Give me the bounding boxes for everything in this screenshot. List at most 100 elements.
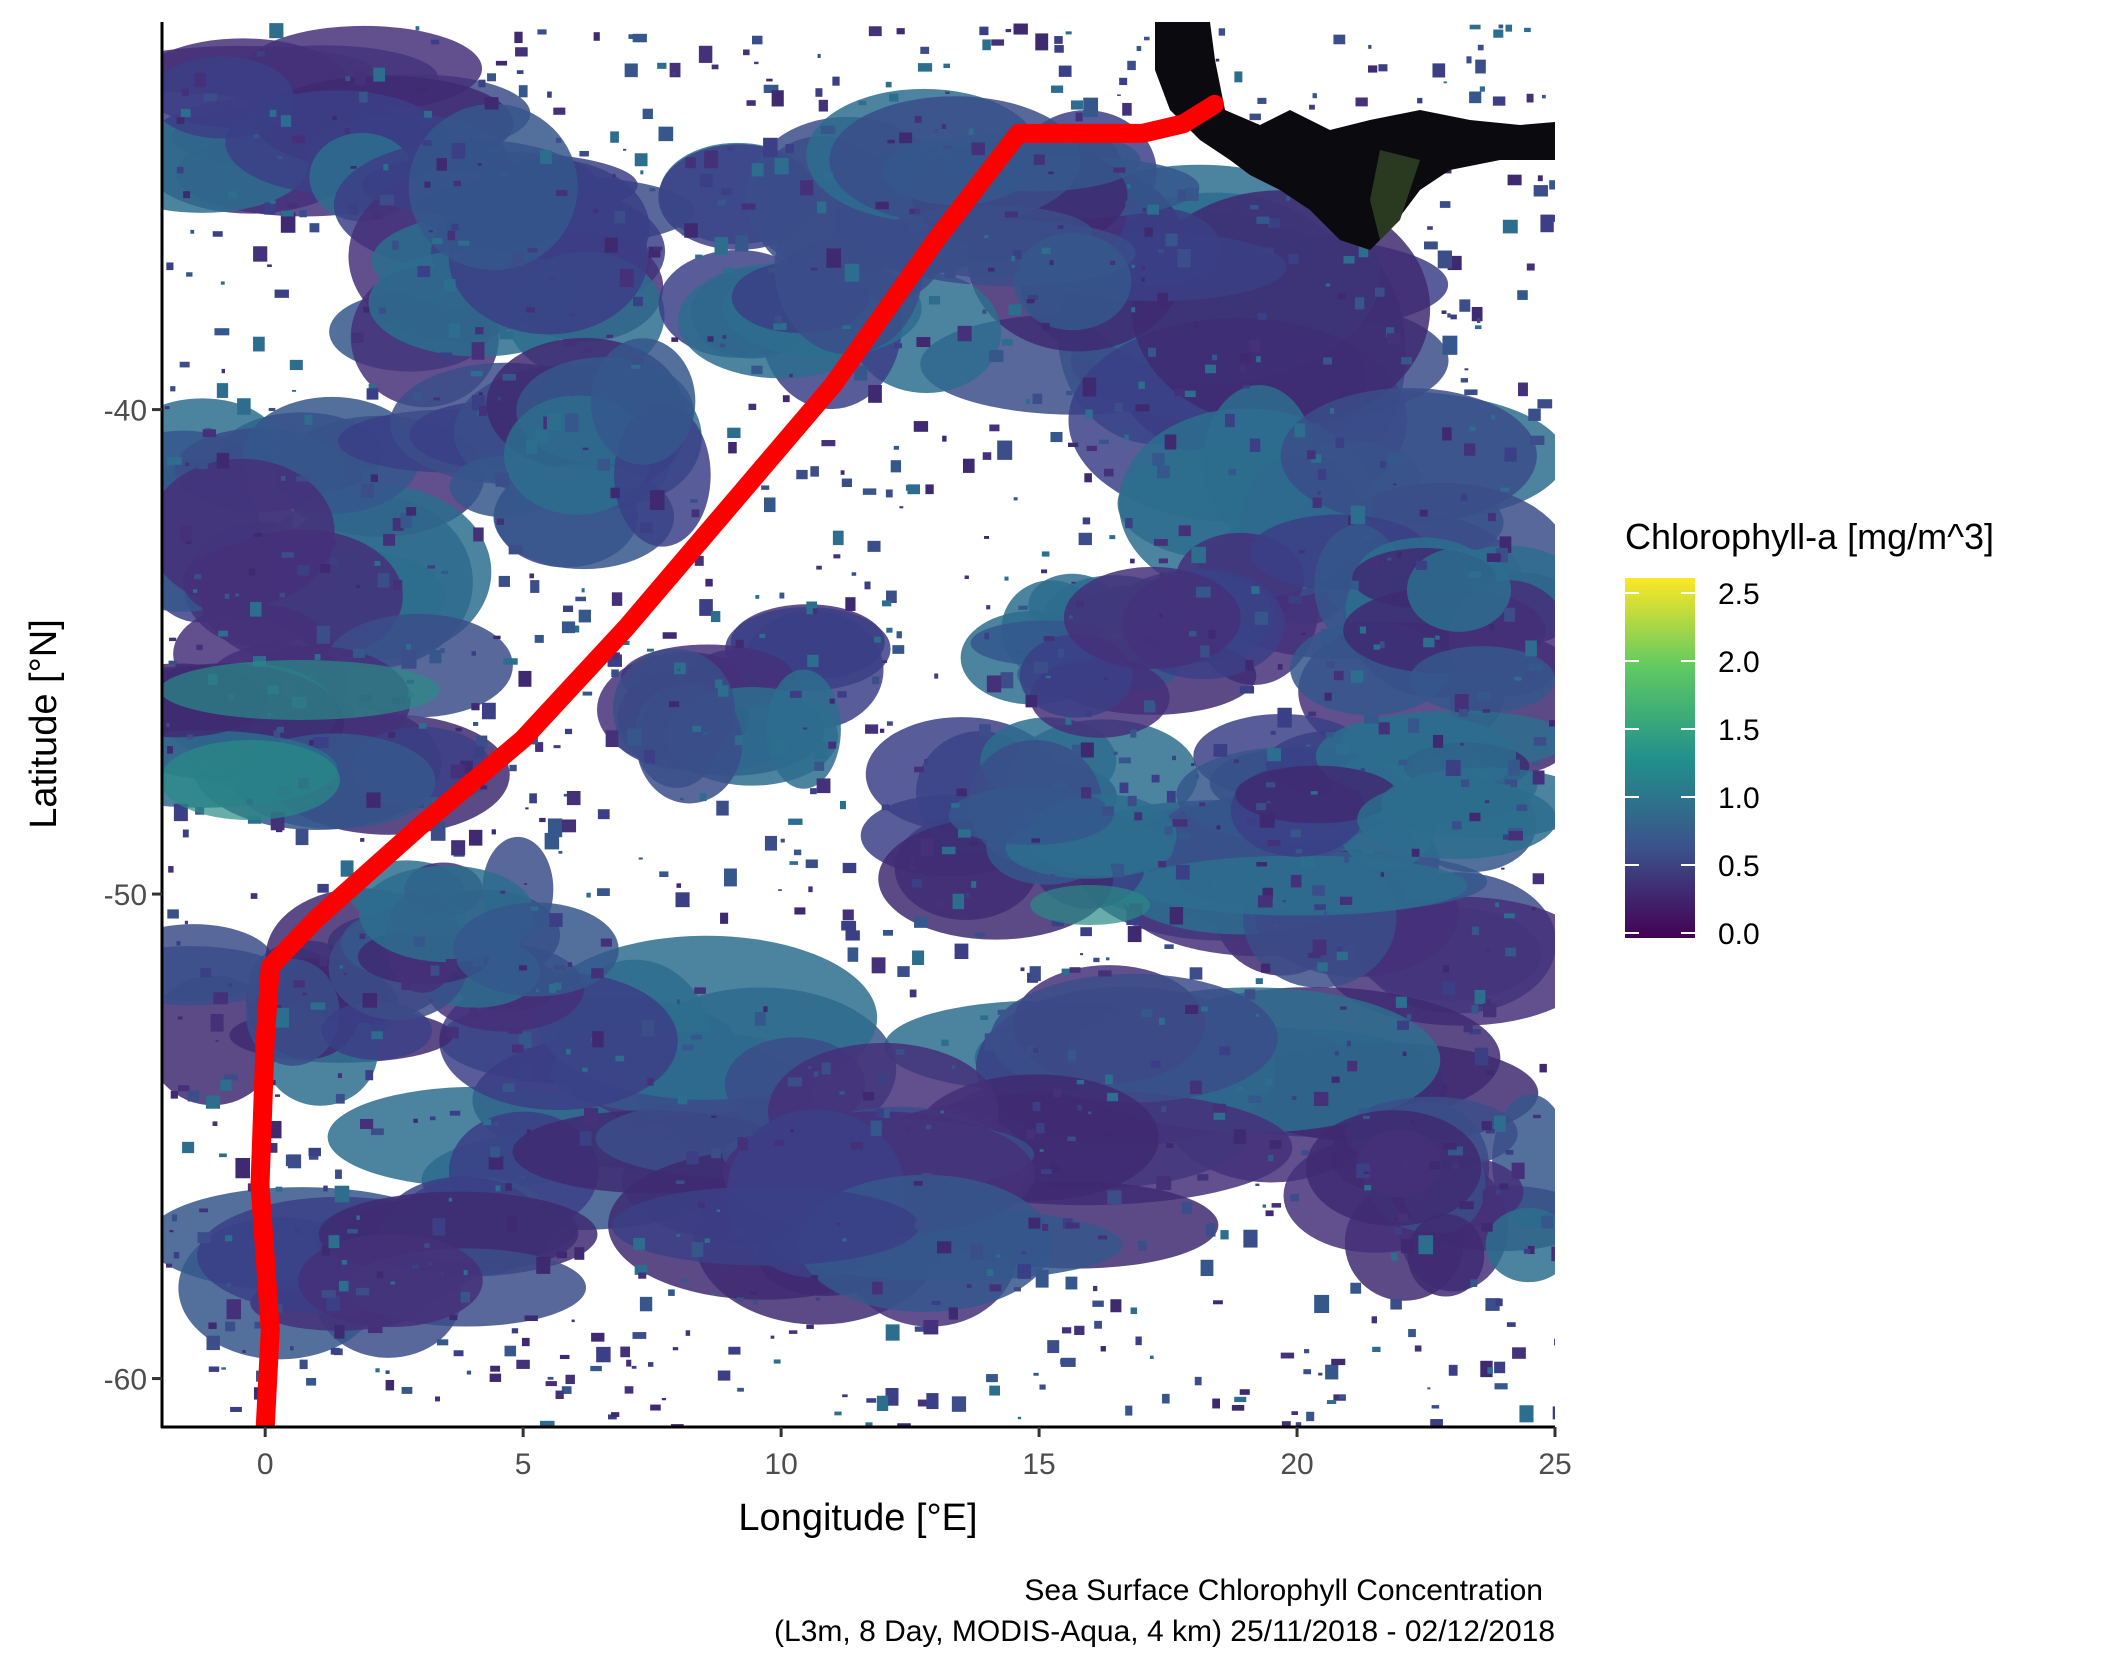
chlorophyll-pixel <box>202 429 216 438</box>
chlorophyll-pixel <box>1494 1361 1506 1374</box>
chlorophyll-pixel <box>1239 686 1255 694</box>
chlorophyll-pixel <box>1329 408 1335 414</box>
chlorophyll-pixel <box>839 800 846 810</box>
chlorophyll-pixel <box>1118 757 1131 764</box>
chlorophyll-pixel <box>1354 297 1365 310</box>
chlorophyll-pixel <box>868 26 882 37</box>
chlorophyll-pixel <box>759 633 766 639</box>
chlorophyll-pixel <box>274 289 289 298</box>
chlorophyll-pixel <box>943 145 952 150</box>
chlorophyll-pixel <box>1441 310 1447 314</box>
chlorophyll-pixel <box>166 262 174 271</box>
chlorophyll-pixel <box>631 360 641 369</box>
chlorophyll-pixel <box>778 889 782 891</box>
chlorophyll-pixel <box>590 1365 602 1372</box>
chlorophyll-pixel <box>1033 154 1045 165</box>
chlorophyll-pixel <box>518 85 528 98</box>
chlorophyll-pixel <box>954 943 969 959</box>
chlorophyll-pixel <box>1149 1355 1154 1360</box>
chlorophyll-pixel <box>274 1007 290 1028</box>
chlorophyll-pixel <box>1359 626 1367 634</box>
chlorophyll-pixel <box>1527 1245 1535 1255</box>
chlorophyll-pixel <box>1500 487 1510 492</box>
chlorophyll-pixel <box>424 181 431 188</box>
chlorophyll-pixel <box>1102 806 1115 816</box>
chlorophyll-pixel <box>269 200 276 204</box>
chlorophyll-pixel <box>1082 517 1091 525</box>
chlorophyll-pixel <box>184 920 189 925</box>
chlorophyll-pixel <box>490 1365 501 1372</box>
chlorophyll-pixel <box>1417 97 1423 104</box>
x-tick-label: 10 <box>764 1448 797 1481</box>
chlorophyll-pixel <box>971 142 985 156</box>
chlorophyll-pixel <box>1049 260 1054 266</box>
chlorophyll-pixel <box>529 573 535 579</box>
chlorophyll-pixel <box>1267 840 1281 847</box>
chlorophyll-pixel <box>1442 965 1449 973</box>
chlorophyll-pixel <box>432 1218 446 1236</box>
chlorophyll-pixel <box>221 1367 226 1370</box>
chlorophyll-pixel <box>934 673 939 679</box>
chlorophyll-pixel <box>948 1307 958 1320</box>
chlorophyll-pixel <box>1395 996 1407 1008</box>
chlorophyll-pixel <box>206 1335 220 1351</box>
chlorophyll-pixel <box>503 658 518 665</box>
chlorophyll-pixel <box>177 1016 183 1020</box>
chlorophyll-pixel <box>1378 64 1388 72</box>
chlorophyll-pixel <box>788 1330 798 1334</box>
chlorophyll-pixel <box>942 435 947 442</box>
chlorophyll-pixel <box>220 1079 232 1091</box>
chlorophyll-pixel <box>1290 1193 1299 1202</box>
x-tick-label: 5 <box>515 1448 532 1481</box>
chlorophyll-pixel <box>1039 1384 1046 1390</box>
chlorophyll-pixel <box>1243 1229 1258 1248</box>
chlorophyll-pixel <box>194 72 207 88</box>
chlorophyll-pixel <box>1508 759 1520 776</box>
chlorophyll-pixel <box>539 1420 555 1427</box>
chlorophyll-pixel <box>343 973 348 976</box>
chlorophyll-pixel <box>703 731 709 736</box>
chlorophyll-pixel <box>1107 1190 1122 1205</box>
chlorophyll-pixel <box>604 237 618 253</box>
chlorophyll-pixel <box>502 373 516 381</box>
chlorophyll-pixel <box>1113 751 1118 755</box>
chlorophyll-pixel <box>1477 691 1491 701</box>
chlorophyll-pixel <box>793 849 802 856</box>
chlorophyll-pixel <box>1146 637 1157 644</box>
chlorophyll-pixel <box>970 1243 983 1260</box>
chlorophyll-pixel <box>837 691 847 698</box>
chlorophyll-pixel <box>1041 569 1048 574</box>
chlorophyll-pixel <box>945 91 950 95</box>
chlorophyll-pixel <box>1239 365 1246 373</box>
chlorophyll-pixel <box>1021 1251 1027 1255</box>
chlorophyll-pixel <box>1475 59 1486 74</box>
chlorophyll-pixel <box>1372 1346 1381 1353</box>
chlorophyll-pixel <box>771 737 787 755</box>
chlorophyll-pixel <box>376 1271 384 1279</box>
chlorophyll-pixel <box>1537 175 1543 182</box>
chlorophyll-pixel <box>412 1264 419 1269</box>
chlorophyll-pixel <box>1172 819 1188 827</box>
x-tick-label: 0 <box>257 1448 274 1481</box>
chlorophyll-pixel <box>281 552 294 558</box>
chlorophyll-pixel <box>676 999 681 1004</box>
chlorophyll-pixel <box>644 749 656 764</box>
chlorophyll-pixel <box>646 648 654 652</box>
chlorophyll-pixel <box>833 554 841 559</box>
chlorophyll-pixel <box>1541 1215 1554 1229</box>
chlorophyll-pixel <box>500 172 508 177</box>
chlorophyll-pixel <box>449 1110 461 1116</box>
chlorophyll-pixel <box>1301 632 1306 635</box>
chlorophyll-pixel <box>711 64 719 70</box>
chlorophyll-pixel <box>453 180 461 187</box>
chlorophyll-pixel <box>1397 1020 1409 1030</box>
chlorophyll-pixel <box>688 683 695 691</box>
chlorophyll-pixel <box>1523 1248 1531 1254</box>
chlorophyll-pixel <box>1486 553 1501 562</box>
chlorophyll-pixel <box>180 108 191 118</box>
chlorophyll-pixel <box>460 1291 471 1303</box>
chlorophyll-pixel <box>506 332 513 339</box>
chlorophyll-patch <box>611 1186 919 1266</box>
chlorophyll-pixel <box>512 253 525 267</box>
chlorophyll-pixel <box>359 91 368 103</box>
